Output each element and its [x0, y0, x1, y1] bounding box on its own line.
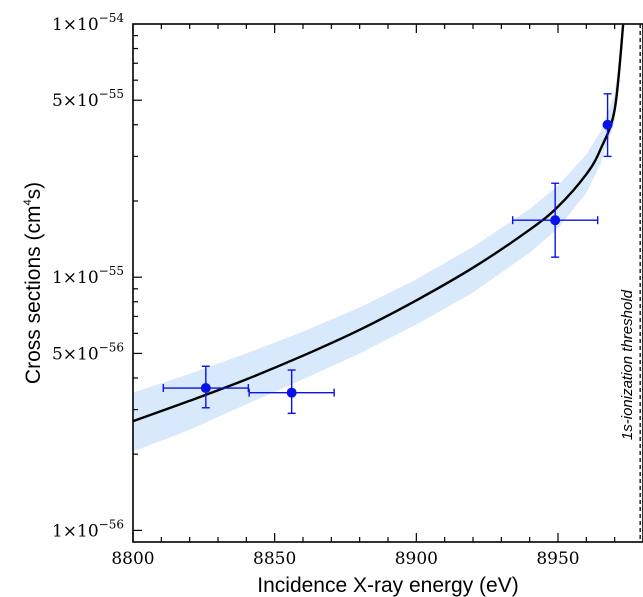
y-axis-title-sup: 4 — [22, 199, 34, 205]
y-tick-labels: 1×10−54 5×10−55 1×10−55 5×10−56 1×10−56 — [52, 11, 124, 541]
data-points — [162, 93, 613, 415]
y-tick-label: 1×10−55 — [52, 264, 124, 288]
y-tick-label: 5×10−55 — [52, 87, 124, 111]
band-area — [133, 24, 624, 452]
data-point-3 — [511, 182, 599, 258]
x-tick-label: 8900 — [395, 549, 438, 569]
x-axis-title: Incidence X-ray energy (eV) — [257, 574, 518, 597]
y-tick-label: 1×10−56 — [52, 517, 124, 541]
data-point-4 — [602, 93, 613, 158]
y-axis-title-prefix: Cross sections (cm — [22, 206, 45, 385]
x-tick-label: 8950 — [536, 549, 579, 569]
y-axis-title: Cross sections (cm4s) — [22, 182, 45, 384]
threshold-label: 1s-ionization threshold — [619, 289, 636, 440]
fit-curve — [133, 24, 625, 423]
fit-line — [133, 24, 625, 423]
x-tick-label: 8850 — [253, 549, 296, 569]
x-tick-label: 8800 — [111, 549, 154, 569]
point-marker — [200, 383, 211, 394]
point-marker — [550, 215, 561, 226]
plot-frame — [132, 23, 643, 543]
x-tick-labels: 8800 8850 8900 8950 — [111, 549, 579, 569]
data-point-1 — [162, 365, 250, 409]
confidence-band — [133, 24, 624, 452]
point-marker — [286, 387, 297, 398]
data-point-2 — [248, 369, 335, 415]
point-marker — [602, 119, 613, 130]
axis-ticks — [132, 24, 643, 542]
y-axis-title-suffix: s) — [22, 182, 45, 200]
y-tick-label: 1×10−54 — [52, 11, 124, 35]
y-tick-label: 5×10−56 — [52, 340, 124, 364]
